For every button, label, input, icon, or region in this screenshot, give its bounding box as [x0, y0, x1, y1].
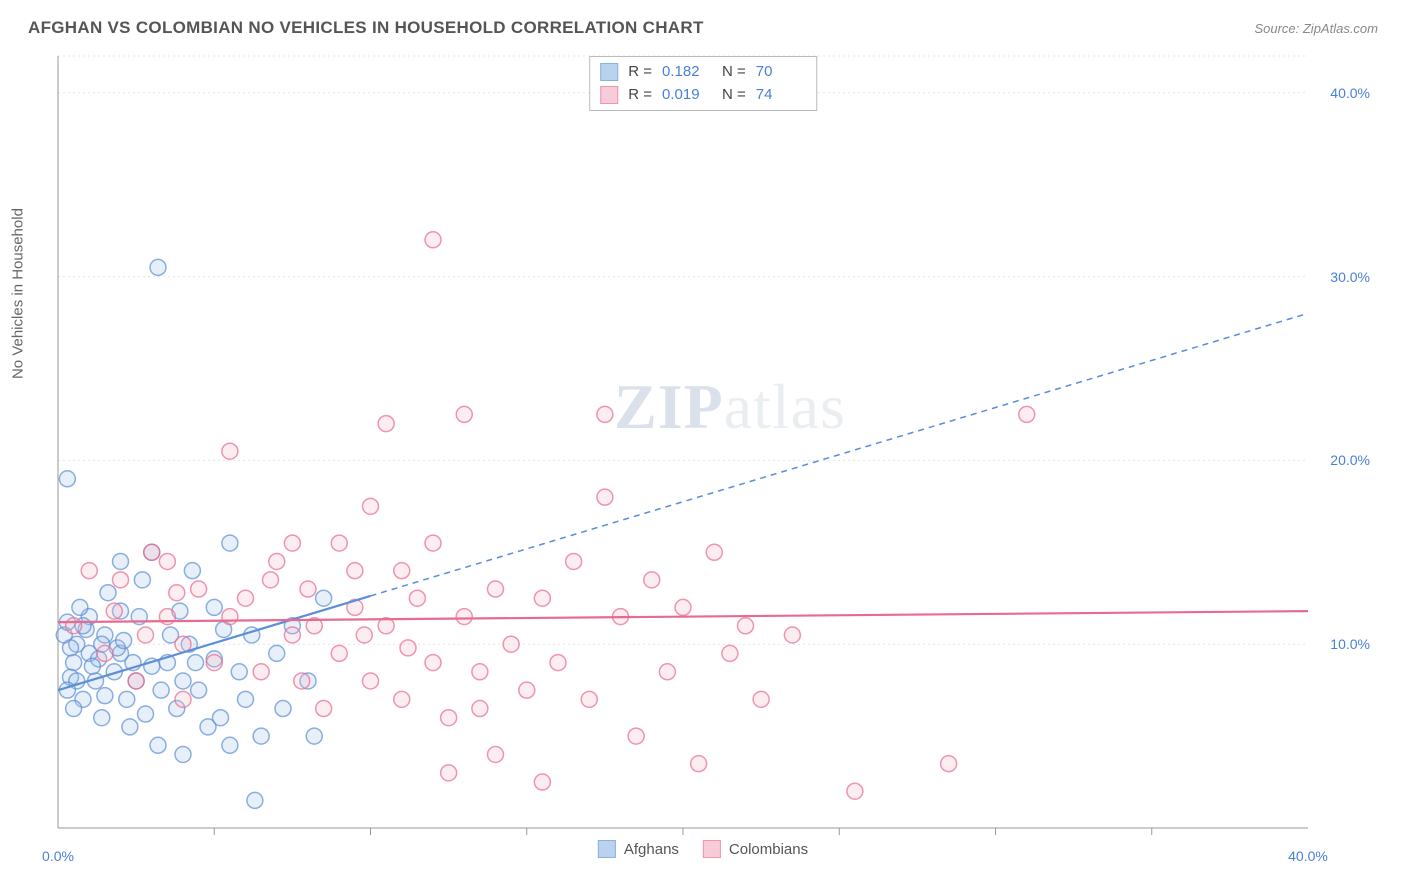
- correlation-legend: R = 0.182 N = 70 R = 0.019 N = 74: [589, 56, 817, 111]
- scatter-plot: [28, 50, 1378, 862]
- source-prefix: Source:: [1254, 21, 1302, 36]
- chart-title: AFGHAN VS COLOMBIAN NO VEHICLES IN HOUSE…: [28, 18, 704, 38]
- chart-header: AFGHAN VS COLOMBIAN NO VEHICLES IN HOUSE…: [0, 0, 1406, 48]
- correlation-row: R = 0.182 N = 70: [600, 61, 806, 84]
- r-label: R =: [628, 84, 652, 107]
- x-tick-label: 0.0%: [42, 848, 74, 864]
- n-value: 74: [756, 84, 806, 107]
- chart-container: No Vehicles in Household R =0.182N =70R …: [28, 50, 1378, 862]
- n-label: N =: [722, 84, 746, 107]
- r-value: 0.019: [662, 84, 712, 107]
- source-link[interactable]: ZipAtlas.com: [1303, 21, 1378, 36]
- r-value: 0.182: [662, 61, 712, 84]
- n-value: 70: [756, 61, 806, 84]
- r-label: R =: [628, 61, 652, 84]
- y-axis-label: No Vehicles in Household: [10, 208, 27, 379]
- legend-swatch: [600, 86, 618, 104]
- y-tick-label: 40.0%: [1330, 85, 1370, 101]
- source-attribution: Source: ZipAtlas.com: [1254, 21, 1378, 36]
- legend-label: Afghans: [624, 841, 679, 858]
- legend-item: Afghans: [598, 840, 679, 858]
- x-tick-label: 40.0%: [1288, 848, 1328, 864]
- legend-swatch: [703, 840, 721, 858]
- y-tick-label: 30.0%: [1330, 269, 1370, 285]
- series-legend: Afghans Colombians: [598, 840, 808, 858]
- legend-item: Colombians: [703, 840, 808, 858]
- legend-swatch: [598, 840, 616, 858]
- y-tick-label: 20.0%: [1330, 452, 1370, 468]
- legend-swatch: [600, 63, 618, 81]
- n-label: N =: [722, 61, 746, 84]
- legend-label: Colombians: [729, 841, 808, 858]
- correlation-row: R = 0.019 N = 74: [600, 84, 806, 107]
- y-tick-label: 10.0%: [1330, 636, 1370, 652]
